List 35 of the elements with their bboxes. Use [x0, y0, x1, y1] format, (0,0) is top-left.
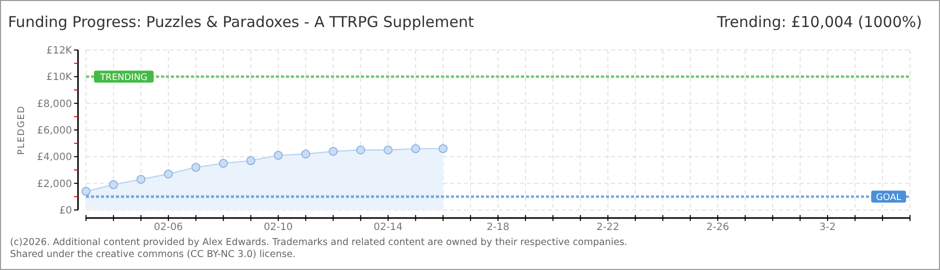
- y-tick-label: £8,000: [37, 98, 72, 110]
- point: [438, 144, 448, 154]
- x-tick-label: 2-22: [596, 222, 620, 233]
- point: [246, 156, 256, 166]
- y-tick-label: £4,000: [37, 152, 72, 164]
- x-tick-label: 2-26: [706, 222, 730, 233]
- ref-line-label: TRENDING: [99, 73, 148, 84]
- text: (c)2026. Additional content provided by Alex Edwards. Trademarks and related content are owned by their respective companies.: [10, 237, 628, 248]
- y-axis-title: PLEDGED: [17, 105, 27, 155]
- point: [108, 180, 118, 190]
- point: [136, 174, 146, 184]
- point: [301, 150, 310, 158]
- chart-title: Funding Progress: Puzzles & Paradoxes - A TTRPG Supplement: [8, 13, 474, 31]
- point: [164, 170, 173, 178]
- point: [356, 146, 366, 154]
- y-tick-label: £6,000: [37, 126, 72, 136]
- point: [191, 162, 200, 172]
- y-tick-label: £10K: [46, 72, 72, 84]
- x-tick-label: 02-10: [264, 222, 293, 233]
- point: [218, 158, 228, 168]
- x-tick-label: 02-14: [374, 222, 403, 233]
- point: [384, 146, 393, 154]
- x-tick-label: 2-18: [486, 222, 510, 233]
- point: [328, 146, 338, 156]
- point: [274, 150, 283, 160]
- y-tick-label: £2,000: [37, 178, 72, 190]
- x-tick-label: 02-06: [154, 222, 183, 233]
- x-tick-label: 3-2: [819, 222, 836, 233]
- chart-subtitle: Trending: £10,004 (1000%): [716, 13, 922, 31]
- point: [411, 144, 420, 154]
- y-tick-label: £0: [59, 206, 72, 216]
- y-tick-label: £12K: [46, 46, 72, 56]
- text: Shared under the creative commons (CC BY-NC 3.0) license.: [10, 249, 296, 260]
- ref-line-label: GOAL: [876, 193, 902, 204]
- point: [82, 186, 90, 196]
